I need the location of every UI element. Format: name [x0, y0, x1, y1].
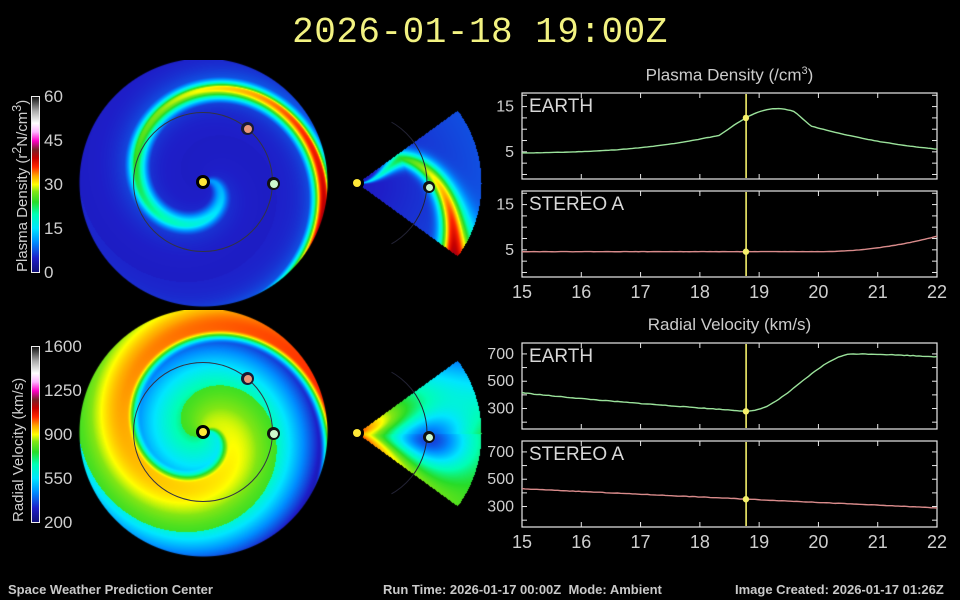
svg-text:15: 15 — [512, 282, 532, 302]
svg-text:15: 15 — [512, 532, 532, 552]
svg-text:300: 300 — [487, 401, 514, 418]
svg-text:22: 22 — [927, 282, 947, 302]
svg-text:21: 21 — [868, 532, 888, 552]
svg-text:500: 500 — [487, 471, 514, 488]
svg-text:20: 20 — [808, 532, 828, 552]
svg-text:16: 16 — [571, 532, 591, 552]
svg-text:5: 5 — [505, 144, 514, 161]
svg-text:STEREO A: STEREO A — [529, 444, 624, 465]
svg-text:300: 300 — [487, 499, 514, 516]
svg-text:22: 22 — [927, 532, 947, 552]
svg-text:5: 5 — [505, 242, 514, 259]
svg-text:700: 700 — [487, 444, 514, 461]
svg-text:21: 21 — [868, 282, 888, 302]
svg-text:EARTH: EARTH — [529, 96, 593, 117]
svg-text:18: 18 — [690, 532, 710, 552]
svg-text:STEREO A: STEREO A — [529, 194, 624, 215]
svg-text:17: 17 — [631, 282, 651, 302]
svg-text:700: 700 — [487, 346, 514, 363]
svg-text:500: 500 — [487, 373, 514, 390]
svg-text:16: 16 — [571, 282, 591, 302]
svg-text:19: 19 — [749, 282, 769, 302]
svg-text:19: 19 — [749, 532, 769, 552]
svg-text:EARTH: EARTH — [529, 346, 593, 367]
svg-text:20: 20 — [808, 282, 828, 302]
svg-text:17: 17 — [631, 532, 651, 552]
svg-text:15: 15 — [496, 197, 514, 214]
svg-text:15: 15 — [496, 99, 514, 116]
svg-text:18: 18 — [690, 282, 710, 302]
